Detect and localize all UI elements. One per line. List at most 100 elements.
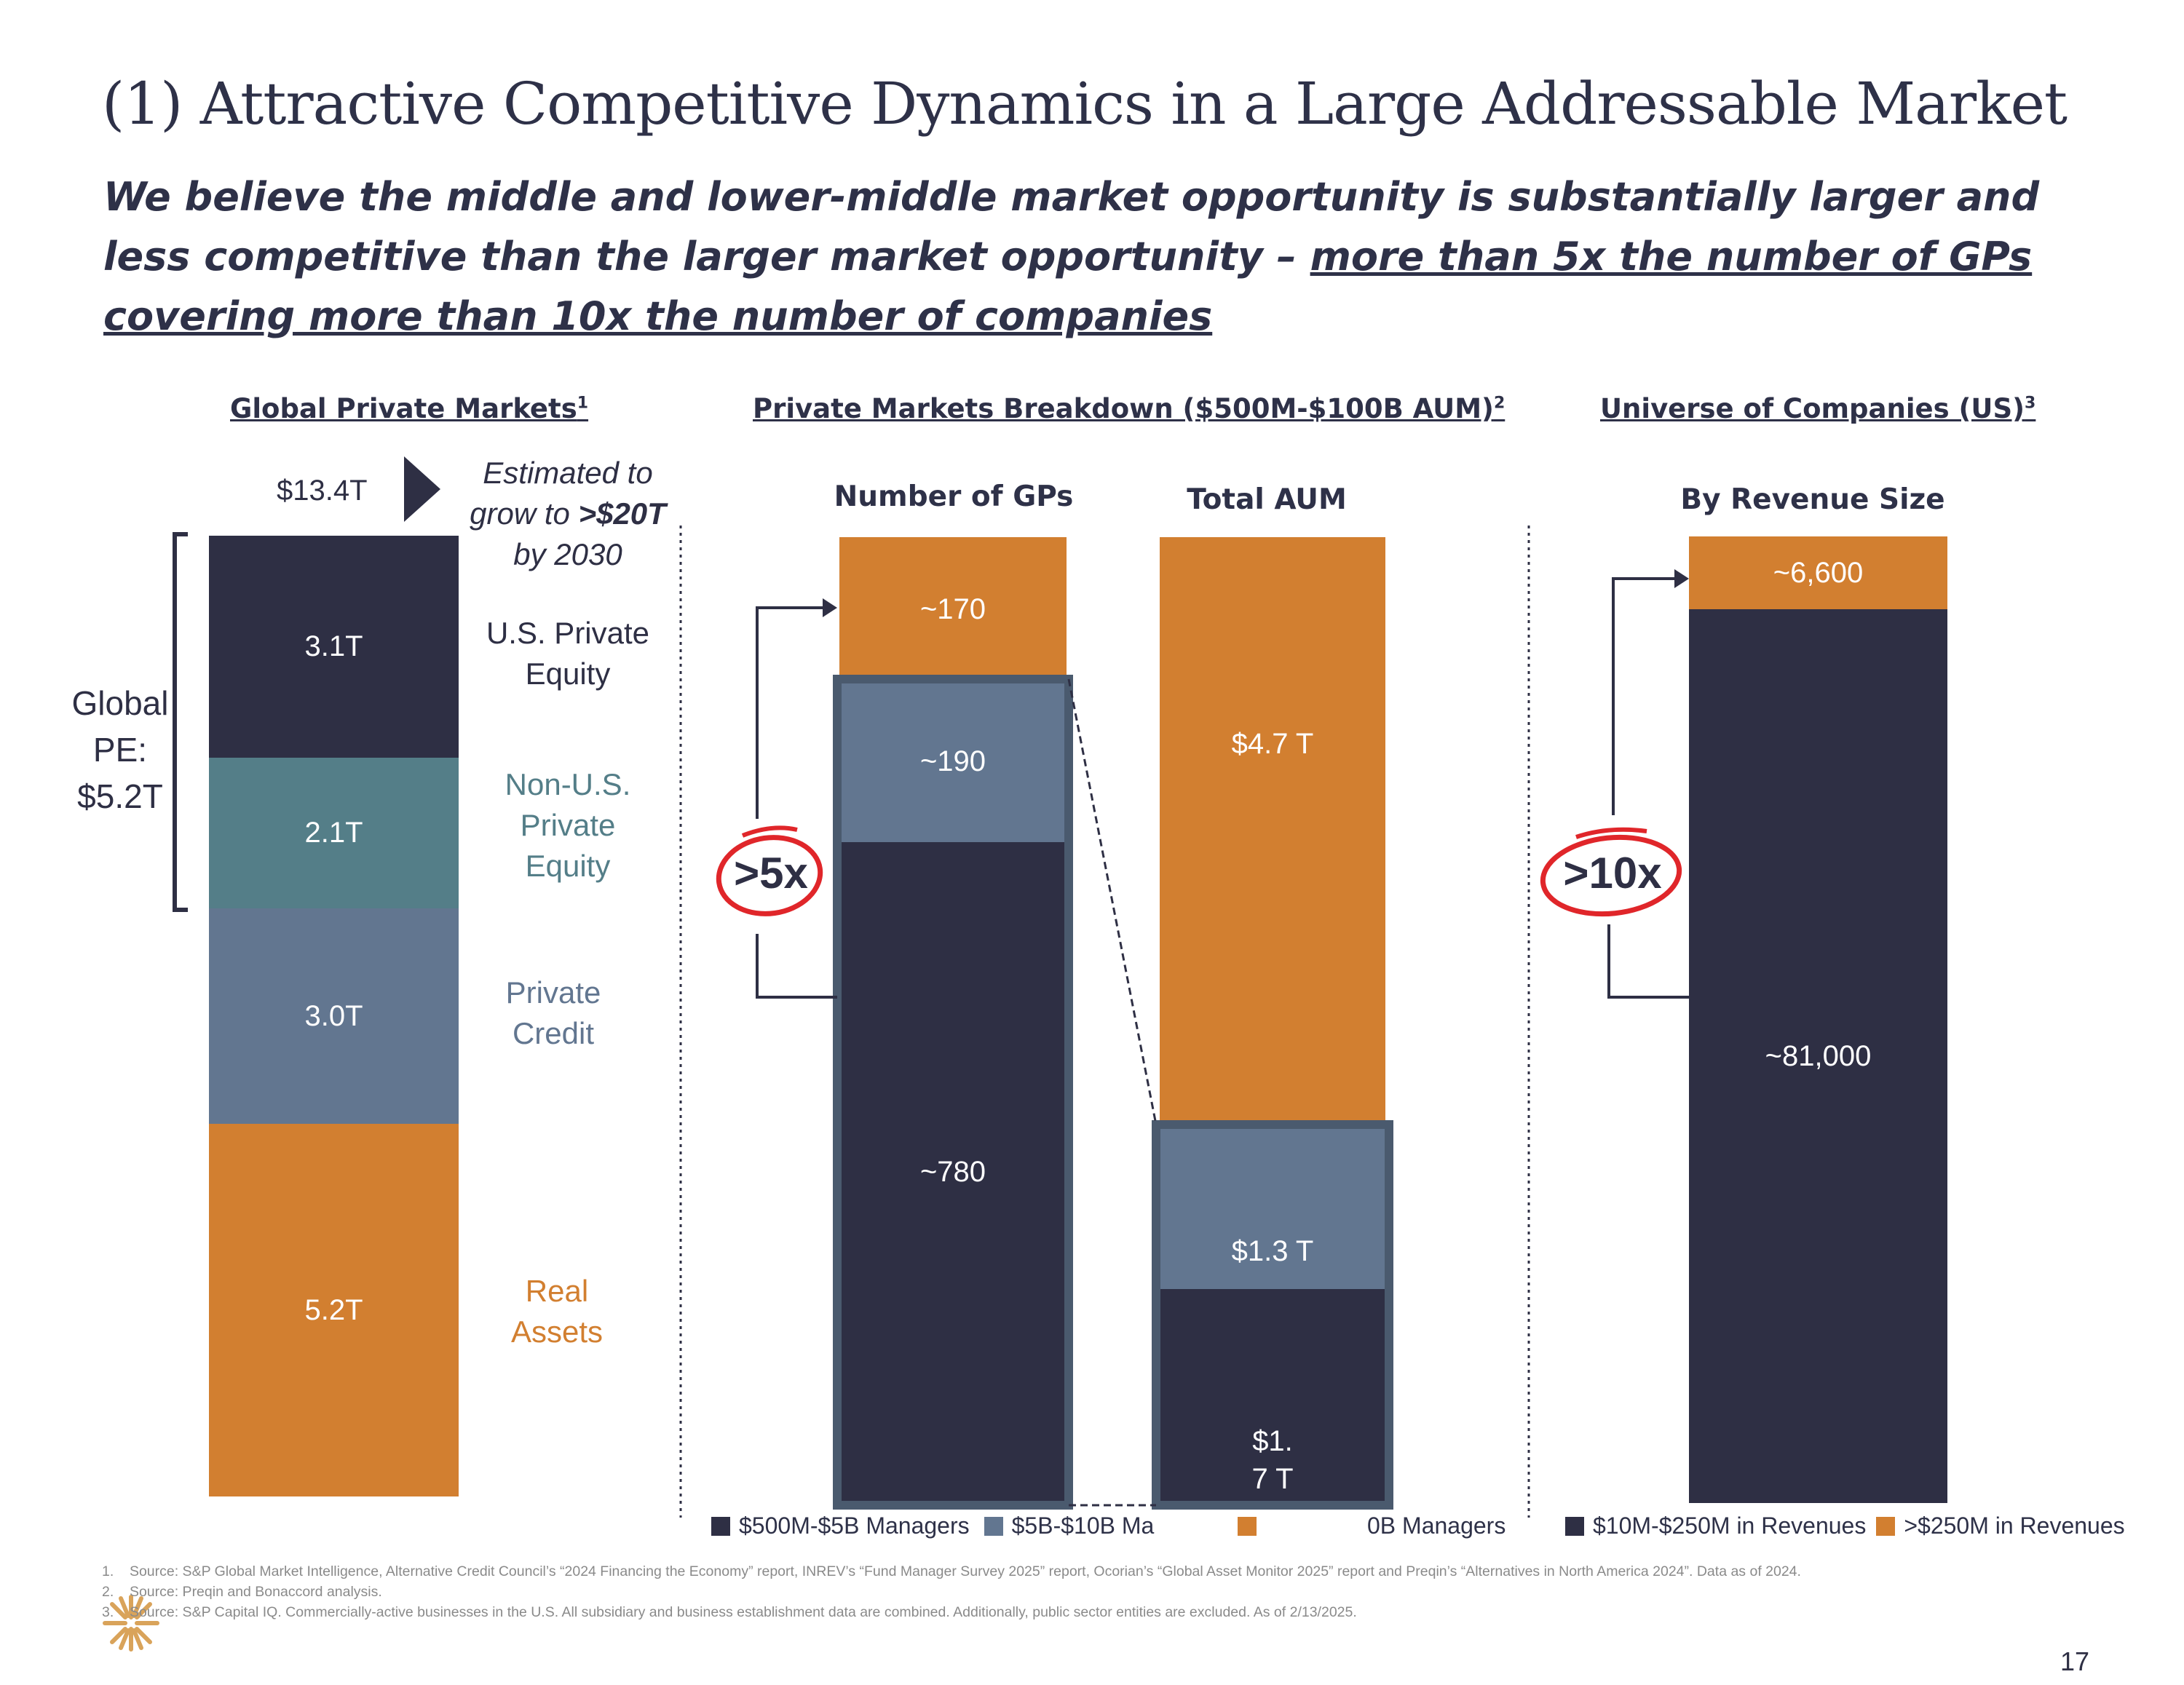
bar-aum-segment-0: $4.7 T xyxy=(1160,537,1385,1126)
estimate-line-2: grow to >$20T xyxy=(451,493,684,534)
bar-global-label-2: 3.0T xyxy=(304,999,363,1032)
private-credit-label: Private Credit xyxy=(451,972,655,1054)
legend-label-500m-5b: $500M-$5B Managers xyxy=(739,1512,970,1539)
legend-swatch-dark xyxy=(711,1516,730,1536)
five-x-red-stroke xyxy=(741,825,798,838)
number-of-gps-bar: ~170 ~190 ~780 xyxy=(839,537,1067,1502)
bar-rev-label-0: ~6,600 xyxy=(1773,556,1864,589)
bracket-label-line-2: PE: xyxy=(92,731,148,769)
estimate-line-2-text: grow to xyxy=(470,496,579,531)
us-private-equity-label: U.S. Private Equity xyxy=(466,613,670,694)
private-credit-line-1: Private xyxy=(505,975,601,1010)
footnote-1-num: 1. xyxy=(102,1563,114,1579)
footnote-1: 1. Source: S&P Global Market Intelligenc… xyxy=(102,1563,1801,1580)
five-x-label: >5x xyxy=(734,849,808,897)
legend-swatch-orange-rev xyxy=(1876,1516,1896,1536)
legend-item-250m-plus: >$250M in Revenues xyxy=(1876,1512,2125,1539)
footnote-3: 3. Source: S&P Capital IQ. Commercially-… xyxy=(102,1604,1357,1621)
ten-x-highlight-circle xyxy=(1540,834,1682,917)
non-us-private-equity-label: Non-U.S. Private Equity xyxy=(466,764,670,887)
private-markets-breakdown-heading: Private Markets Breakdown ($500M-$100B A… xyxy=(753,393,1505,424)
revenue-size-bar: ~6,600 ~81,000 xyxy=(1689,536,1947,1503)
universe-heading-footnote: 3 xyxy=(2025,394,2036,413)
breakdown-heading-text: Private Markets Breakdown ($500M-$100B A… xyxy=(753,393,1494,424)
us-pe-line-2: Equity xyxy=(525,657,611,691)
legend-swatch-dark-rev xyxy=(1565,1516,1584,1536)
total-aum-heading: Total AUM xyxy=(1187,483,1347,516)
subtitle-underlined-text: more than 5x the number of GPs covering … xyxy=(103,234,2033,339)
bar-global-segment-2: 3.0T xyxy=(209,908,459,1124)
bar-gps-label-0: ~170 xyxy=(919,592,986,625)
ten-x-label: >10x xyxy=(1563,849,1662,897)
legend-label-5b-10b: $5B-$10B Ma xyxy=(1011,1512,1155,1539)
footnote-1-text: Source: S&P Global Market Intelligence, … xyxy=(129,1563,1801,1579)
by-revenue-size-heading: By Revenue Size xyxy=(1680,483,1945,516)
gps-arrow-head-icon xyxy=(823,598,837,617)
global-private-markets-bar: 3.1T 2.1T 3.0T 5.2T xyxy=(209,536,459,1496)
revenue-arrow-head-icon xyxy=(1674,569,1689,588)
global-pe-bracket-label: Global PE: $5.2T xyxy=(51,680,189,820)
revenue-arrow-line xyxy=(1612,577,1674,815)
real-assets-line-1: Real xyxy=(525,1274,589,1308)
bar-global-label-0: 3.1T xyxy=(304,630,363,662)
non-us-pe-line-1: Non-U.S. xyxy=(505,767,631,801)
global-private-markets-heading: Global Private Markets1 xyxy=(230,393,588,424)
page-number: 17 xyxy=(2060,1646,2090,1676)
legend-swatch-orange xyxy=(1238,1516,1257,1536)
bar-aum-segment-2: $1. 7 T xyxy=(1160,1289,1385,1502)
legend-label-250m-plus: >$250M in Revenues xyxy=(1904,1512,2125,1539)
footnote-3-num: 3. xyxy=(102,1604,114,1620)
global-heading-footnote: 1 xyxy=(577,394,589,413)
page-title: (1) Attractive Competitive Dynamics in a… xyxy=(102,70,2068,138)
breakdown-legend: $500M-$5B Managers $5B-$10B Ma xyxy=(711,1512,1154,1539)
bar-aum-label-1: $1.3 T xyxy=(1231,1234,1314,1267)
gps-arrow-line xyxy=(756,606,823,819)
five-x-highlight-circle xyxy=(716,835,823,916)
private-credit-line-2: Credit xyxy=(512,1016,595,1050)
company-logo xyxy=(103,1595,159,1652)
legend-item-5b-10b: $5B-$10B Ma xyxy=(984,1512,1155,1539)
page-subtitle: We believe the middle and lower-middle m… xyxy=(103,167,2113,346)
real-assets-label: Real Assets xyxy=(455,1271,659,1352)
bar-aum-label-line-1: $1. xyxy=(1252,1425,1293,1457)
revenue-arrow-bottom xyxy=(1607,924,1689,999)
bar-aum-segment-1: $1.3 T xyxy=(1160,1126,1385,1289)
real-assets-line-2: Assets xyxy=(510,1315,604,1349)
footnote-3-text: Source: S&P Capital IQ. Commercially-act… xyxy=(129,1604,1357,1620)
global-total-label: $13.4T xyxy=(277,475,368,507)
bar-aum-label-2: $1. 7 T xyxy=(1251,1422,1293,1502)
bar-gps-segment-2: ~780 xyxy=(839,842,1067,1502)
legend-label-10b-plus: 0B Managers xyxy=(1367,1512,1506,1539)
number-of-gps-heading: Number of GPs xyxy=(834,480,1074,513)
growth-arrow-icon xyxy=(404,456,440,522)
bar-global-segment-1: 2.1T xyxy=(209,758,459,908)
bar-rev-segment-0: ~6,600 xyxy=(1689,536,1947,609)
footnote-2-num: 2. xyxy=(102,1584,114,1600)
bracket-label-line-3: $5.2T xyxy=(77,777,163,815)
us-pe-line-1: U.S. Private xyxy=(486,616,650,650)
footnote-2-text: Source: Preqin and Bonaccord analysis. xyxy=(129,1584,382,1600)
non-us-pe-line-3: Equity xyxy=(525,849,611,883)
universe-of-companies-heading: Universe of Companies (US)3 xyxy=(1600,393,2035,424)
aum-highlight-frame xyxy=(1152,1120,1393,1510)
legend-item-10m-250m: $10M-$250M in Revenues xyxy=(1565,1512,1866,1539)
global-heading-text: Global Private Markets xyxy=(230,393,577,424)
estimate-line-3: by 2030 xyxy=(513,537,622,571)
growth-estimate-text: Estimated to grow to >$20T by 2030 xyxy=(451,453,684,575)
bracket-label-line-1: Global xyxy=(71,684,169,722)
bar-global-label-3: 5.2T xyxy=(304,1293,363,1326)
legend-item-500m-5b: $500M-$5B Managers xyxy=(711,1512,970,1539)
bar-global-label-1: 2.1T xyxy=(304,817,363,849)
breakdown-heading-footnote: 2 xyxy=(1493,394,1506,413)
bar-global-segment-0: 3.1T xyxy=(209,536,459,758)
estimate-line-1: Estimated to xyxy=(483,456,653,490)
universe-heading-text: Universe of Companies (US) xyxy=(1600,393,2025,424)
bar-aum-label-line-2: 7 T xyxy=(1251,1463,1294,1495)
footnote-2: 2. Source: Preqin and Bonaccord analysis… xyxy=(102,1584,382,1601)
estimate-line-2-bold: >$20T xyxy=(578,496,666,531)
bar-global-segment-3: 5.2T xyxy=(209,1124,459,1496)
non-us-pe-line-2: Private xyxy=(520,808,616,842)
legend-item-10b-plus: 0B Managers xyxy=(1238,1512,1506,1539)
legend-swatch-slate xyxy=(984,1516,1003,1536)
